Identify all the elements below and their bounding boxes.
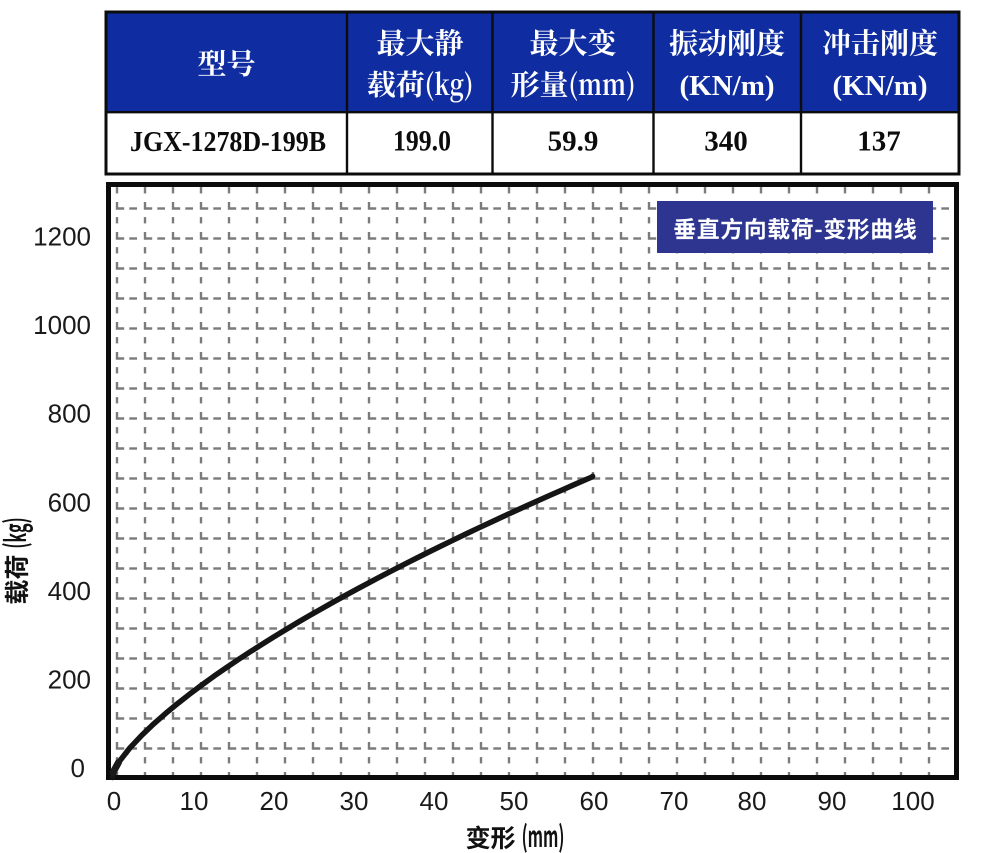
svg-text:50: 50: [500, 786, 529, 816]
svg-text:80: 80: [738, 786, 767, 816]
svg-text:(KN/m): (KN/m): [679, 70, 774, 102]
svg-text:10: 10: [180, 786, 209, 816]
svg-text:70: 70: [660, 786, 689, 816]
svg-text:340: 340: [704, 126, 748, 158]
svg-text:0: 0: [71, 753, 85, 783]
svg-text:59.9: 59.9: [548, 126, 599, 158]
svg-text:200: 200: [48, 664, 91, 694]
svg-text:20: 20: [260, 786, 289, 816]
svg-text:JGX-1278D-199B: JGX-1278D-199B: [130, 127, 326, 158]
svg-text:600: 600: [48, 487, 91, 517]
svg-text:30: 30: [340, 786, 369, 816]
svg-text:40: 40: [420, 786, 449, 816]
svg-text:60: 60: [580, 786, 609, 816]
svg-text:100: 100: [891, 786, 934, 816]
svg-text:1200: 1200: [33, 222, 91, 252]
svg-text:800: 800: [48, 399, 91, 429]
svg-text:199.0: 199.0: [393, 125, 451, 158]
svg-text:0: 0: [107, 786, 121, 816]
svg-text:90: 90: [818, 786, 847, 816]
svg-text:137: 137: [857, 126, 901, 158]
svg-text:1000: 1000: [33, 310, 91, 340]
svg-text:400: 400: [48, 576, 91, 606]
svg-text:(KN/m): (KN/m): [832, 70, 927, 102]
